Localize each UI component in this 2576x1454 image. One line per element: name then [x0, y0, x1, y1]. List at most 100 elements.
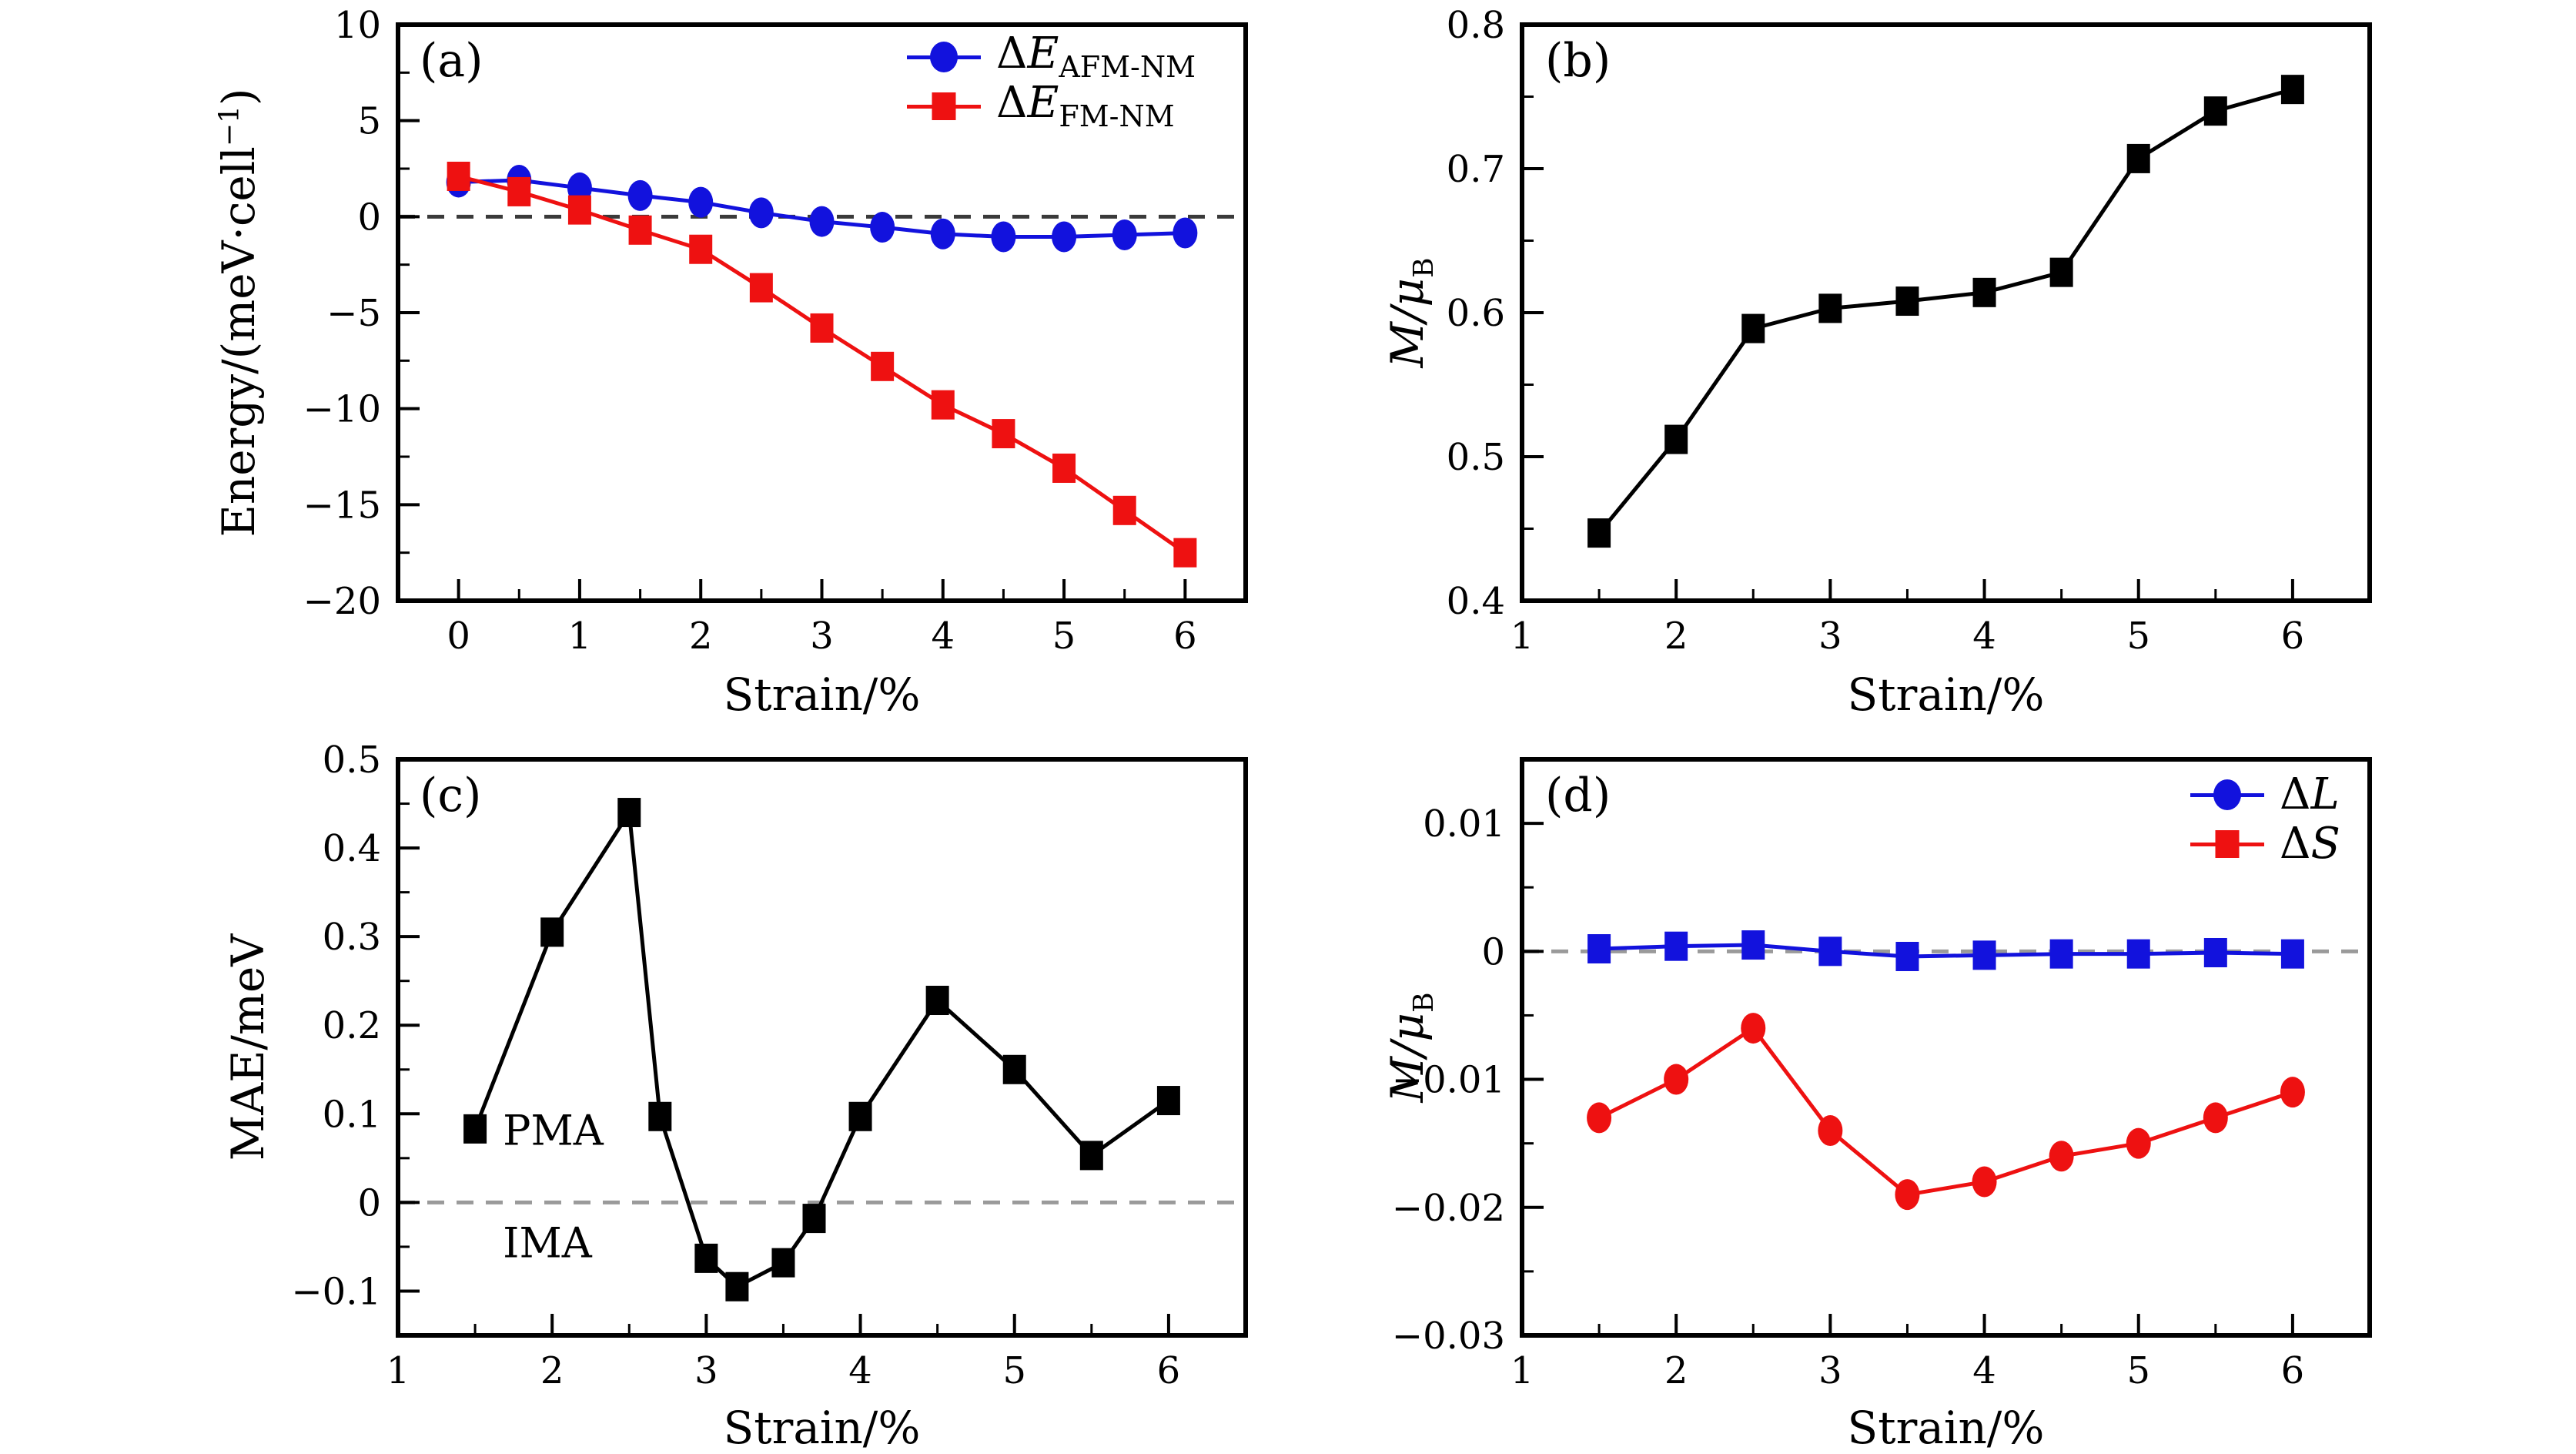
x-tick-label: 5 — [2126, 1349, 2150, 1392]
data-point-square — [771, 1248, 795, 1278]
legend-entry: ΔS — [2190, 819, 2340, 869]
panel-c-plot: 1 2 3 4 5 6 0.5 0.4 0.3 0.2 0.1 0 −0.1 PMA IMA — [291, 739, 1248, 1392]
x-tick-label: 5 — [1052, 615, 1076, 658]
x-tick-label: 5 — [2126, 615, 2150, 658]
data-point-circle — [2203, 1102, 2228, 1134]
legend-entry: ΔL — [2190, 770, 2340, 819]
axes-border — [1520, 757, 2372, 1338]
data-point-square — [810, 313, 834, 343]
axes-border — [396, 22, 1248, 603]
legend-line — [2190, 830, 2264, 858]
data-point-square — [694, 1243, 718, 1273]
y-tick-label: −0.01 — [1392, 1059, 1505, 1102]
data-point-square — [1895, 286, 1919, 317]
y-tick-label: 0.8 — [1447, 4, 1505, 47]
data-point-square — [2280, 75, 2304, 105]
data-point-square — [463, 1114, 487, 1144]
x-tick-label: 4 — [848, 1349, 872, 1392]
data-point-circle — [930, 218, 955, 250]
data-point-square — [1587, 518, 1611, 548]
data-point-circle — [1112, 219, 1137, 251]
y-tick-label: 0.5 — [1447, 436, 1505, 479]
data-point-square — [617, 798, 641, 828]
data-point-square — [925, 986, 949, 1016]
x-tick-label: 3 — [1818, 1349, 1842, 1392]
data-point-circle — [1972, 1166, 1997, 1198]
panel-a-ylabel: Energy/(meV·cell−1) — [212, 88, 265, 538]
annotation-pma: PMA — [503, 1107, 604, 1155]
data-point-square — [1741, 313, 1765, 343]
y-tick-label: −0.02 — [1392, 1187, 1505, 1230]
series-line — [1599, 943, 2293, 959]
data-point-square — [1156, 1086, 1180, 1116]
panel-b-plot: 1 2 3 4 5 6 0.8 0.7 0.6 0.5 0.4 — [1447, 4, 2372, 658]
data-point-circle — [870, 212, 895, 243]
panel-d-ylabel: M/μB — [1381, 992, 1440, 1103]
data-point-circle — [809, 206, 835, 237]
data-point-square — [447, 161, 470, 191]
y-tick-label: 5 — [357, 100, 381, 143]
y-tick-label: 0.1 — [323, 1093, 381, 1136]
data-point-circle — [2280, 1077, 2305, 1108]
data-point-square — [1818, 936, 1842, 967]
x-tick-label: 2 — [1664, 1349, 1688, 1392]
panel-c-xlabel: Strain/% — [723, 1402, 921, 1454]
data-point-circle — [1664, 1064, 1689, 1095]
x-tick-label: 6 — [2281, 1349, 2305, 1392]
x-tick-label: 1 — [1510, 615, 1534, 658]
y-tick-label: 0 — [357, 1181, 381, 1225]
series-line — [1597, 87, 2293, 534]
panel-d-plot: 1 2 3 4 5 6 0.01 0 −0.01 −0.02 −0.03 — [1392, 757, 2372, 1392]
data-point-square — [2126, 143, 2150, 173]
y-tick-label: −5 — [326, 292, 381, 335]
y-tick-label: 0 — [1481, 930, 1505, 973]
panel-c-tag: (c) — [420, 769, 482, 822]
y-tick-label: 0.2 — [323, 1004, 381, 1047]
data-point-circle — [2126, 1127, 2151, 1159]
data-point-circle — [2049, 1141, 2074, 1172]
y-tick-label: 0.5 — [323, 739, 381, 782]
data-point-circle — [627, 179, 653, 211]
legend-circle-marker-icon — [930, 42, 958, 72]
legend-label: ΔL — [2280, 769, 2340, 819]
data-point-circle — [1173, 217, 1198, 249]
data-point-square — [931, 390, 955, 420]
x-tick-label: 6 — [1157, 1349, 1181, 1392]
axes-border — [1520, 22, 2372, 603]
data-point-square — [848, 1101, 872, 1131]
data-point-square — [2203, 96, 2227, 126]
legend-circle-marker-icon — [2213, 779, 2241, 810]
y-tick-label: 0.01 — [1423, 802, 1505, 846]
panel-d-legend: ΔL ΔS — [2190, 770, 2340, 869]
data-point-square — [1664, 424, 1688, 454]
y-tick-label: 0.4 — [1447, 580, 1505, 623]
y-tick-label: −0.1 — [291, 1270, 381, 1313]
panel-b-xlabel: Strain/% — [1847, 668, 2045, 721]
legend-line — [907, 92, 981, 120]
x-tick-label: 6 — [1173, 615, 1197, 658]
panel-a-plot: 0 1 2 3 4 5 6 10 5 0 −5 −10 −15 −20 — [303, 4, 1248, 658]
y-tick-label: 0.7 — [1447, 148, 1505, 191]
data-point-square — [1173, 538, 1197, 568]
x-tick-label: 3 — [810, 615, 834, 658]
data-point-square — [725, 1271, 749, 1302]
data-point-circle — [991, 221, 1016, 253]
panel-c-ylabel: MAE/meV — [222, 933, 274, 1161]
x-tick-label: 2 — [689, 615, 713, 658]
data-point-square — [1972, 277, 1996, 307]
legend-entry: ΔEFM-NM — [907, 81, 1196, 131]
y-tick-label: 10 — [334, 4, 381, 47]
x-tick-label: 1 — [1510, 1349, 1534, 1392]
y-tick-label: −10 — [303, 388, 381, 431]
data-point-square — [802, 1204, 826, 1234]
x-tick-label: 3 — [1818, 615, 1842, 658]
data-point-square — [507, 176, 531, 206]
legend-entry: ΔEAFM-NM — [907, 32, 1196, 82]
data-point-square — [1052, 453, 1076, 483]
y-tick-label: 0 — [357, 196, 381, 239]
y-tick-label: 0.6 — [1447, 292, 1505, 335]
x-tick-label: 0 — [447, 615, 470, 658]
data-point-square — [689, 234, 713, 264]
data-point-circle — [1052, 221, 1077, 253]
